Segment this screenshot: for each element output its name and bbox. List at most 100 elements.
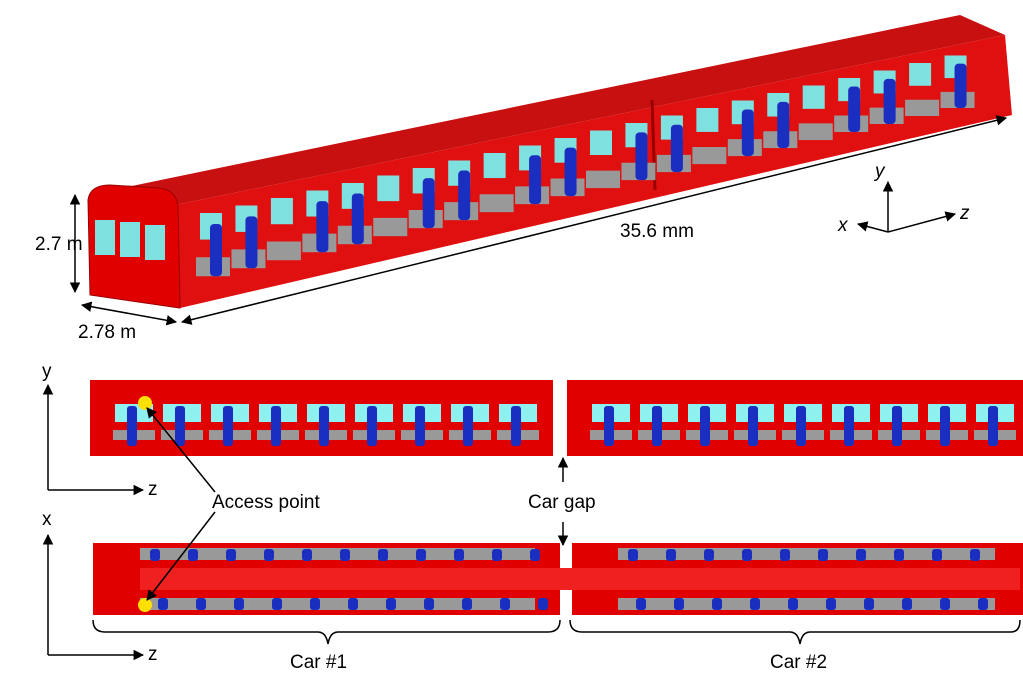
passenger xyxy=(796,406,806,446)
passenger xyxy=(844,406,854,446)
passenger xyxy=(530,549,540,561)
passenger xyxy=(894,549,904,561)
passenger xyxy=(367,406,377,446)
axis-label: z xyxy=(148,644,158,665)
passenger xyxy=(264,549,274,561)
passenger xyxy=(463,406,473,446)
train-3d xyxy=(88,15,1012,308)
access-point-label: Access point xyxy=(212,492,320,513)
access-point-marker xyxy=(138,598,152,612)
axis-label: y xyxy=(42,361,52,382)
seat xyxy=(799,123,833,140)
passenger xyxy=(940,598,950,610)
passenger xyxy=(748,406,758,446)
car-label: Car #2 xyxy=(770,652,827,673)
passenger xyxy=(978,598,988,610)
passenger xyxy=(671,125,683,172)
window xyxy=(145,225,165,260)
passenger xyxy=(492,549,502,561)
passenger xyxy=(462,598,472,610)
width-label: 2.78 m xyxy=(78,322,136,343)
passenger xyxy=(223,406,233,446)
passenger xyxy=(884,79,896,124)
passenger xyxy=(652,406,662,446)
passenger xyxy=(150,549,160,561)
seat xyxy=(373,218,407,236)
passenger xyxy=(970,549,980,561)
passenger xyxy=(416,549,426,561)
passenger xyxy=(856,549,866,561)
passenger xyxy=(319,406,329,446)
window xyxy=(590,131,612,156)
passenger xyxy=(750,598,760,610)
axis-label: x xyxy=(42,509,52,530)
window xyxy=(484,153,506,178)
width-arrow xyxy=(82,305,176,322)
passenger xyxy=(245,216,257,268)
window xyxy=(909,63,931,86)
passenger xyxy=(423,178,435,228)
passenger xyxy=(271,406,281,446)
passenger xyxy=(226,549,236,561)
seat-row xyxy=(140,548,535,560)
passenger xyxy=(628,549,638,561)
passenger xyxy=(635,132,647,180)
passenger xyxy=(780,549,790,561)
axis-label: x xyxy=(837,215,849,236)
passenger xyxy=(500,598,510,610)
passenger xyxy=(415,406,425,446)
axis-label: z xyxy=(959,203,970,224)
passenger xyxy=(302,549,312,561)
length-label: 35.6 mm xyxy=(620,221,694,242)
passenger xyxy=(955,64,967,108)
passenger xyxy=(848,87,860,133)
figure: 2.7 m 2.78 m 35.6 mm y z x y z x z Acces… xyxy=(0,0,1023,675)
brace xyxy=(570,620,1020,644)
passenger xyxy=(386,598,396,610)
passenger xyxy=(529,155,541,204)
passenger xyxy=(565,148,577,197)
passenger xyxy=(175,406,185,446)
seat xyxy=(267,242,301,261)
window xyxy=(120,222,140,257)
seat xyxy=(480,194,514,212)
passenger xyxy=(378,549,388,561)
car-gap-label: Car gap xyxy=(528,492,596,513)
passenger xyxy=(742,549,752,561)
window xyxy=(271,198,293,224)
passenger xyxy=(158,598,168,610)
seat xyxy=(692,147,726,164)
axis xyxy=(888,214,955,232)
axis xyxy=(858,224,888,232)
axis-label: z xyxy=(148,479,158,500)
passenger xyxy=(742,109,754,156)
access-point-marker xyxy=(138,396,152,410)
passenger xyxy=(712,598,722,610)
passenger xyxy=(272,598,282,610)
axis-label: y xyxy=(873,161,886,182)
window xyxy=(696,108,718,132)
passenger xyxy=(788,598,798,610)
passenger xyxy=(196,598,206,610)
passenger xyxy=(424,598,434,610)
passenger xyxy=(636,598,646,610)
passenger xyxy=(210,224,222,276)
passenger xyxy=(340,549,350,561)
passenger xyxy=(352,193,364,244)
car-label: Car #1 xyxy=(290,652,347,673)
passenger xyxy=(932,549,942,561)
passenger xyxy=(348,598,358,610)
passenger xyxy=(604,406,614,446)
passenger xyxy=(127,406,137,446)
brace xyxy=(93,620,560,644)
passenger xyxy=(892,406,902,446)
passenger xyxy=(940,406,950,446)
passenger xyxy=(458,171,470,221)
passenger xyxy=(310,598,320,610)
passenger xyxy=(902,598,912,610)
window xyxy=(95,220,115,255)
passenger xyxy=(818,549,828,561)
passenger xyxy=(188,549,198,561)
passenger xyxy=(988,406,998,446)
passenger xyxy=(700,406,710,446)
